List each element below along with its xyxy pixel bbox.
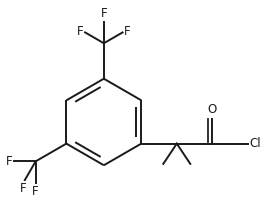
Text: O: O [208, 103, 217, 116]
Text: F: F [124, 25, 131, 38]
Text: F: F [32, 185, 39, 198]
Text: F: F [101, 7, 107, 20]
Text: Cl: Cl [250, 137, 260, 150]
Text: F: F [6, 155, 12, 168]
Text: F: F [20, 182, 27, 195]
Text: F: F [77, 25, 83, 38]
